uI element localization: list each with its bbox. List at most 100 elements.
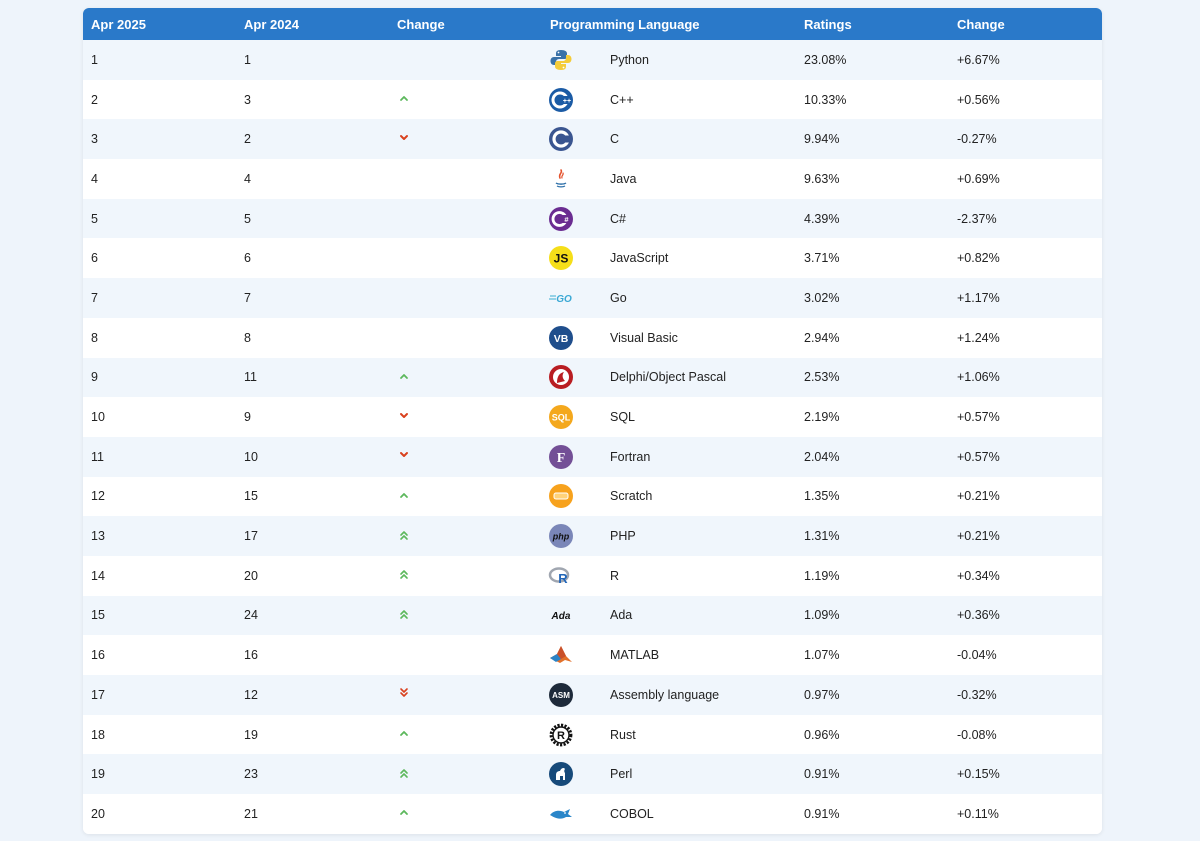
table-row[interactable]: 17 12 ASM Assembly language 0.97% -0.32% — [83, 675, 1102, 715]
header-current-rank[interactable]: Apr 2025 — [91, 16, 146, 32]
previous-rank: 2 — [244, 132, 251, 147]
language-name[interactable]: Go — [610, 290, 627, 305]
current-rank: 2 — [91, 92, 98, 107]
current-rank: 14 — [91, 568, 105, 583]
cpp-logo-icon: ++ — [549, 87, 573, 112]
rating-change: -0.27% — [957, 132, 997, 147]
table-row[interactable]: 15 24 Ada Ada 1.09% +0.36% — [83, 595, 1102, 636]
header-ratings-change[interactable]: Change — [957, 16, 1005, 32]
language-name[interactable]: Java — [610, 171, 637, 186]
table-row[interactable]: 19 23 Perl 0.91% +0.15% — [83, 754, 1102, 795]
language-name[interactable]: Fortran — [610, 449, 651, 464]
previous-rank: 8 — [244, 330, 251, 345]
table-row[interactable]: 13 17 php PHP 1.31% +0.21% — [83, 516, 1102, 556]
language-name[interactable]: Delphi/Object Pascal — [610, 370, 727, 385]
rating-value: 9.94% — [804, 132, 840, 147]
svg-text:R: R — [557, 730, 565, 742]
rating-value: 2.53% — [804, 370, 840, 385]
language-name[interactable]: C# — [610, 211, 626, 226]
language-name[interactable]: Rust — [610, 727, 636, 742]
rating-value: 1.31% — [804, 529, 840, 544]
table-row[interactable]: 20 21 COBOL 0.91% +0.11% — [83, 794, 1102, 834]
rating-change: +6.67% — [957, 52, 1000, 67]
table-row[interactable]: 9 11 Delphi/Object Pascal 2.53% +1.06% — [83, 357, 1102, 398]
header-ratings[interactable]: Ratings — [804, 16, 852, 32]
table-row[interactable]: 14 20 R R 1.19% +0.34% — [83, 555, 1102, 596]
rating-change: +0.11% — [957, 806, 999, 821]
language-name[interactable]: C — [610, 132, 620, 147]
rank-change-indicator — [389, 40, 542, 80]
language-name[interactable]: Assembly language — [610, 687, 720, 702]
previous-rank: 21 — [244, 806, 258, 821]
rank-change-indicator — [389, 358, 542, 398]
table-row[interactable]: 10 9 SQL SQL 2.19% +0.57% — [83, 397, 1102, 437]
assembly-logo-icon: ASM — [549, 682, 573, 707]
rank-change-indicator — [389, 556, 542, 596]
double-arrow-up-icon — [400, 768, 408, 778]
previous-rank: 9 — [244, 410, 251, 425]
table-row[interactable]: 6 6 JS JavaScript 3.71% +0.82% — [83, 238, 1102, 279]
rating-change: -0.08% — [957, 727, 997, 742]
rating-change: -0.32% — [957, 687, 997, 702]
language-name[interactable]: Perl — [610, 767, 633, 782]
rank-change-indicator — [389, 397, 542, 437]
rank-change-indicator — [389, 80, 542, 120]
rating-change: +0.57% — [957, 449, 1000, 464]
ada-logo-icon: Ada — [551, 611, 571, 622]
rating-change: +0.36% — [957, 608, 1000, 623]
language-logo: JS — [542, 238, 602, 278]
cobol-logo-icon — [550, 808, 572, 819]
language-logo — [542, 119, 602, 159]
table-row[interactable]: 8 8 VB Visual Basic 2.94% +1.24% — [83, 317, 1102, 358]
language-name[interactable]: Scratch — [610, 489, 653, 504]
language-name[interactable]: C++ — [610, 92, 634, 107]
language-name[interactable]: COBOL — [610, 806, 654, 821]
previous-rank: 1 — [244, 52, 251, 67]
table-row[interactable]: 7 7 GO Go 3.02% +1.17% — [83, 278, 1102, 318]
language-logo: SQL — [542, 397, 602, 437]
table-row[interactable]: 11 10 F Fortran 2.04% +0.57% — [83, 436, 1102, 477]
header-rank-change[interactable]: Change — [397, 16, 445, 32]
language-name[interactable]: R — [610, 568, 620, 583]
table-row[interactable]: 3 2 C 9.94% -0.27% — [83, 119, 1102, 160]
table-row[interactable]: 4 4 Java 9.63% +0.69% — [83, 159, 1102, 199]
r-logo-icon: R — [548, 567, 570, 586]
language-name[interactable]: Visual Basic — [610, 330, 678, 345]
table-row[interactable]: 12 15 Scratch 1.35% +0.21% — [83, 476, 1102, 517]
svg-text:JS: JS — [554, 252, 569, 266]
current-rank: 18 — [91, 727, 105, 742]
table-row[interactable]: 16 16 MATLAB 1.07% -0.04% — [83, 635, 1102, 675]
language-name[interactable]: Python — [610, 52, 649, 67]
language-logo: ++ — [542, 80, 602, 120]
table-row[interactable]: 2 3 ++ C++ 10.33% +0.56% — [83, 79, 1102, 120]
current-rank: 9 — [91, 370, 98, 385]
svg-text:++: ++ — [563, 98, 571, 105]
table-row[interactable]: 5 5 # C# 4.39% -2.37% — [83, 198, 1102, 239]
language-name[interactable]: PHP — [610, 529, 636, 544]
language-name[interactable]: MATLAB — [610, 648, 660, 663]
matlab-logo-icon — [550, 646, 572, 664]
previous-rank: 10 — [244, 449, 258, 464]
table-row[interactable]: 1 1 Python 23.08% +6.67% — [83, 40, 1102, 80]
current-rank: 19 — [91, 767, 105, 782]
rating-change: +0.34% — [957, 568, 1000, 583]
language-name[interactable]: Ada — [610, 608, 633, 623]
delphi-logo-icon — [549, 365, 573, 390]
language-logo: Ada — [542, 596, 602, 636]
language-name[interactable]: SQL — [610, 410, 636, 425]
language-name[interactable]: JavaScript — [610, 251, 669, 266]
rating-value: 0.96% — [804, 727, 840, 742]
previous-rank: 12 — [244, 687, 258, 702]
rank-change-indicator — [389, 159, 542, 199]
arrow-up-icon — [400, 731, 408, 736]
rating-value: 0.91% — [804, 806, 840, 821]
rating-change: +1.17% — [957, 290, 1000, 305]
rank-change-indicator — [389, 516, 542, 556]
header-previous-rank[interactable]: Apr 2024 — [244, 16, 299, 32]
header-language[interactable]: Programming Language — [550, 16, 700, 32]
scratch-logo-icon — [549, 484, 573, 509]
rank-change-indicator — [389, 754, 542, 794]
ranking-table: Apr 2025 Apr 2024 Change Programming Lan… — [83, 8, 1102, 834]
rating-change: +0.21% — [957, 529, 1000, 544]
table-row[interactable]: 18 19 R Rust 0.96% -0.08% — [83, 714, 1102, 755]
